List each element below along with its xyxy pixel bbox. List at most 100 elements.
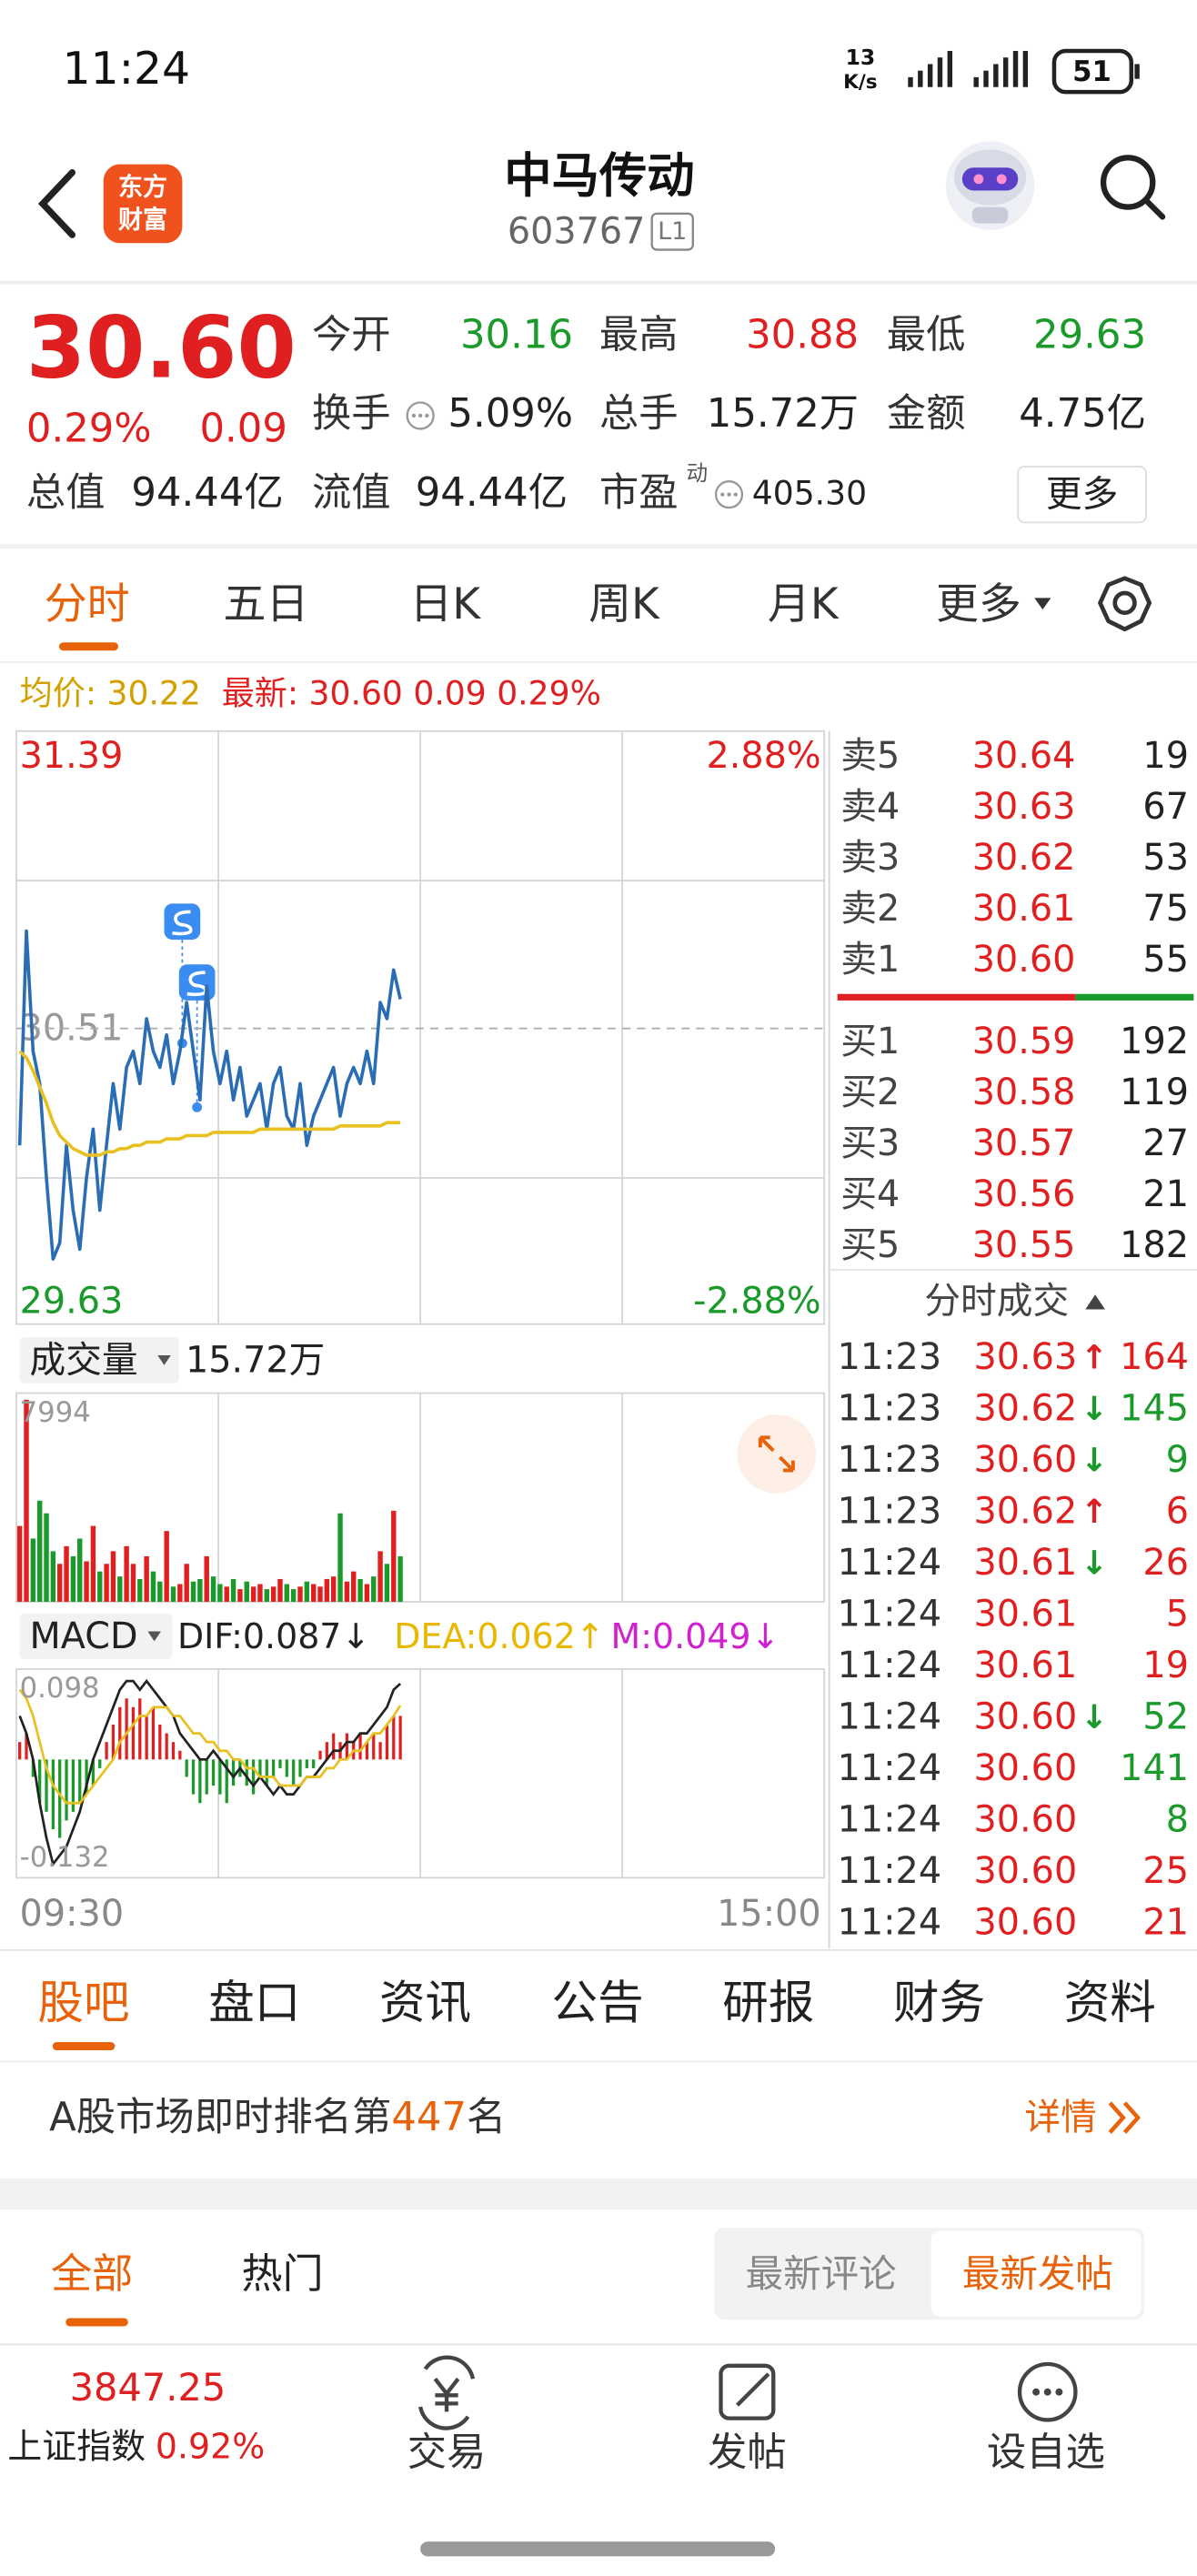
period-tab[interactable]: 五日 (224, 579, 309, 629)
period-tab[interactable]: 分时 (45, 579, 130, 629)
volume-bar (384, 1564, 390, 1602)
nav-item[interactable]: 设自选 (987, 2430, 1105, 2476)
level-badge: L1 (658, 217, 687, 246)
book-volume: 19 (1142, 735, 1189, 777)
expand-button[interactable] (737, 1414, 817, 1494)
macd-bar (105, 1742, 108, 1760)
net-speed-unit: K/s (843, 71, 878, 94)
net-speed: 13 (846, 45, 876, 70)
legend-entry: M:0.049↓ (611, 1616, 780, 1656)
volume-bar (124, 1545, 129, 1602)
period-tab[interactable]: 日K (409, 579, 481, 629)
book-label: 买4 (840, 1173, 900, 1215)
trade-price: 30.62 (974, 1490, 1078, 1532)
nav-item[interactable]: 发帖 (708, 2430, 787, 2476)
macd-bar (185, 1759, 188, 1777)
macd-bar (138, 1698, 142, 1760)
book-label: 买1 (840, 1021, 900, 1062)
macd-bar (332, 1733, 336, 1760)
macd-bar (378, 1742, 382, 1760)
post-tab[interactable]: 热门 (241, 2249, 323, 2298)
volume-bar (150, 1571, 156, 1602)
macd-bar (71, 1759, 75, 1812)
trade-price: 30.60 (974, 1902, 1078, 1944)
post-tab[interactable]: 全部 (51, 2249, 133, 2298)
volume-bar (304, 1581, 310, 1602)
trade-price: 30.60 (974, 1850, 1078, 1892)
period-tab[interactable]: 月K (768, 579, 840, 629)
section-tab[interactable]: 资讯 (379, 1976, 471, 2029)
ranking-rank: 447 (391, 2095, 467, 2140)
field-label: 总手 (599, 391, 679, 437)
settings-button[interactable] (1098, 576, 1152, 632)
volume-bar (217, 1584, 223, 1602)
book-volume: 27 (1142, 1122, 1189, 1164)
book-price: 30.61 (972, 888, 1076, 930)
book-label: 买3 (840, 1122, 900, 1164)
trade-time: 11:23 (838, 1336, 941, 1378)
period-tab[interactable]: 更多 (936, 579, 1021, 629)
indicator-selector[interactable] (19, 1337, 179, 1384)
macd-bar (265, 1759, 268, 1786)
trade-volume: 8 (1166, 1799, 1189, 1841)
sort-option[interactable]: 最新评论 (746, 2251, 897, 2296)
nav-item[interactable]: 交易 (407, 2430, 487, 2476)
macd-bar (198, 1759, 202, 1804)
x-tick-label: 09:30 (20, 1893, 124, 1935)
sort-option[interactable]: 最新发帖 (962, 2251, 1113, 2296)
indicator-selector[interactable] (19, 1613, 173, 1660)
macd-bar (165, 1733, 168, 1760)
volume-bar (277, 1578, 283, 1602)
section-tab[interactable]: 研报 (722, 1976, 814, 2029)
trade-price: 30.62 (974, 1387, 1078, 1429)
macd-bar (51, 1759, 55, 1829)
more-button[interactable] (1017, 466, 1147, 524)
trade-price: 30.60 (974, 1799, 1078, 1841)
volume-bar (104, 1564, 109, 1602)
section-tab[interactable]: 公告 (552, 1976, 644, 2029)
info-icon[interactable] (406, 401, 744, 509)
logo-text: 东方 (118, 172, 167, 201)
trades-title[interactable]: 分时成交 (924, 1280, 1069, 1322)
macd-bar (312, 1759, 316, 1768)
back-button[interactable] (37, 169, 76, 238)
trade-arrow: ↑ (1081, 1337, 1108, 1376)
tab-underline (52, 2042, 116, 2051)
battery-tip (1134, 64, 1140, 79)
macd-bar (91, 1759, 96, 1786)
ranking: A股市场即时排名第447名 (49, 2095, 506, 2140)
period-tab[interactable]: 周K (588, 579, 660, 629)
macd-bar (365, 1742, 369, 1760)
logo-text: 财富 (118, 206, 167, 235)
battery-level: 51 (1072, 56, 1112, 88)
assistant-avatar[interactable] (945, 141, 1035, 230)
book-price: 30.62 (972, 837, 1076, 879)
volume-bar (164, 1531, 169, 1602)
volume-bar (250, 1586, 256, 1602)
macd-bar (251, 1759, 256, 1795)
detail-link[interactable]: 详情 (1024, 2097, 1096, 2138)
volume-bar (297, 1586, 303, 1602)
trade-time: 11:24 (838, 1542, 941, 1584)
trade-arrow: ↓ (1081, 1697, 1108, 1736)
y2-tick-label: -2.88% (693, 1280, 820, 1322)
macd-bar (292, 1759, 296, 1786)
y-tick-label: 29.63 (20, 1280, 124, 1322)
book-volume: 55 (1142, 939, 1189, 981)
section-tab[interactable]: 盘口 (208, 1976, 300, 2029)
trade-price: 30.60 (974, 1439, 1078, 1481)
volume-bar (44, 1513, 49, 1602)
volume-bar (237, 1589, 243, 1602)
macd-bar (191, 1759, 196, 1795)
section-tab[interactable]: 股吧 (38, 1976, 130, 2029)
field-label: 换手 (312, 391, 391, 437)
volume-bar (317, 1586, 323, 1602)
section-tab[interactable]: 财务 (893, 1976, 985, 2029)
field-label: 最低 (887, 312, 966, 357)
more-button-label[interactable]: 更多 (1046, 474, 1118, 516)
macd-bar (225, 1759, 228, 1804)
section-tab[interactable]: 资料 (1064, 1976, 1156, 2029)
book-price: 30.60 (972, 939, 1076, 981)
ask-ratio (837, 993, 1076, 1001)
search-button[interactable] (1100, 155, 1166, 220)
